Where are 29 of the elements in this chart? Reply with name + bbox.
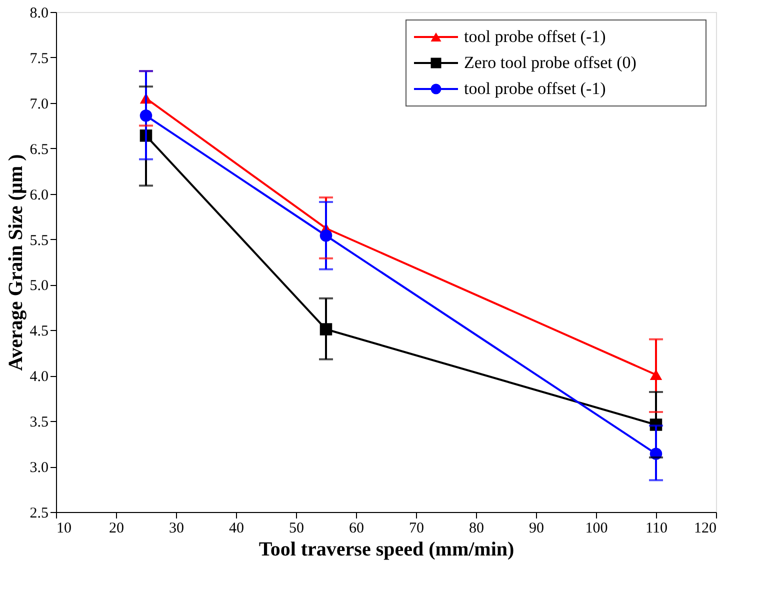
x-tick-label: 120: [694, 520, 716, 536]
y-tick-label: 8.0: [30, 6, 48, 22]
y-tick-label: 4.0: [30, 369, 48, 386]
x-tick-label: 10: [56, 520, 72, 536]
x-tick-label: 80: [469, 520, 484, 536]
x-tick-label: 110: [646, 520, 668, 536]
y-tick-label: 2.5: [30, 506, 48, 522]
y-tick-label: 4.5: [30, 324, 48, 340]
y-tick-label: 7.5: [30, 50, 48, 67]
x-tick-label: 90: [529, 520, 544, 536]
x-tick-label: 60: [349, 520, 364, 536]
x-tick-label: 100: [585, 520, 608, 536]
legend-label: tool probe offset (-1): [464, 79, 606, 98]
y-tick-label: 3.5: [30, 414, 48, 431]
x-tick-label: 20: [109, 520, 124, 536]
x-tick-label: 50: [289, 520, 304, 536]
legend-label: tool probe offset (-1): [464, 27, 606, 46]
x-tick-label: 70: [409, 520, 424, 536]
y-tick-label: 6.0: [30, 187, 48, 204]
x-tick-label: 30: [169, 520, 184, 536]
legend-label: Zero tool probe offset (0): [464, 53, 636, 72]
y-tick-label: 6.5: [30, 142, 48, 158]
y-tick-label: 7.0: [30, 96, 48, 112]
y-axis-title: Average Grain Size (µm ): [4, 154, 27, 371]
x-axis-title: Tool traverse speed (mm/min): [258, 538, 514, 560]
y-tick-label: 5.5: [30, 232, 48, 249]
x-tick-label: 40: [229, 520, 244, 536]
y-tick-label: 5.0: [30, 278, 48, 294]
y-tick-label: 3.0: [30, 460, 48, 476]
